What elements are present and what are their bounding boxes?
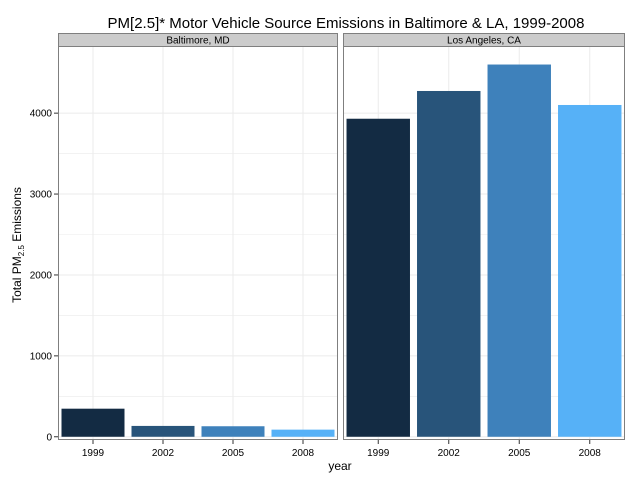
facet-strip <box>343 33 625 47</box>
panel-background <box>58 46 338 440</box>
x-tick-label: 2008 <box>579 448 602 459</box>
bar-2005 <box>201 426 265 437</box>
x-tick-label: 1999 <box>367 448 390 459</box>
bar-2008 <box>271 429 335 437</box>
y-tick-label: 3000 <box>30 190 53 201</box>
x-tick-label: 2002 <box>152 448 175 459</box>
facet-strip-label: Baltimore, MD <box>166 36 229 47</box>
x-tick-label: 2005 <box>222 448 245 459</box>
facet-panel-1: Los Angeles, CA 1999 2002 2005 2008 <box>343 33 625 459</box>
facet-strip-label: Los Angeles, CA <box>447 36 521 47</box>
y-axis-label-main: Total PM <box>10 256 24 303</box>
bar-2002 <box>417 90 481 437</box>
y-axis-label: Total PM2.5 Emissions <box>10 187 26 303</box>
y-axis-label-tail: Emissions <box>10 187 24 245</box>
x-tick-label: 1999 <box>82 448 105 459</box>
y-axis: 0 1000 2000 3000 4000 <box>30 109 58 443</box>
y-axis-label-subscript: 2.5 <box>17 245 26 257</box>
bar-2008 <box>558 104 622 437</box>
facet-panel-0: Baltimore, MD 1999 2002 2005 2008 <box>58 33 338 459</box>
bar-1999 <box>61 408 125 437</box>
facet-strip <box>58 33 338 47</box>
y-tick-label: 2000 <box>30 270 53 281</box>
y-tick-label: 1000 <box>30 351 53 362</box>
x-tick-label: 2008 <box>292 448 315 459</box>
bar-1999 <box>346 118 410 437</box>
bar-2002 <box>131 425 195 437</box>
y-tick-label: 4000 <box>30 109 53 120</box>
chart-title: PM[2.5]* Motor Vehicle Source Emissions … <box>108 15 585 32</box>
y-tick-label: 0 <box>46 432 52 443</box>
bar-2005 <box>487 64 551 437</box>
x-axis-label: year <box>328 459 351 473</box>
x-tick-label: 2002 <box>438 448 461 459</box>
x-tick-label: 2005 <box>508 448 531 459</box>
